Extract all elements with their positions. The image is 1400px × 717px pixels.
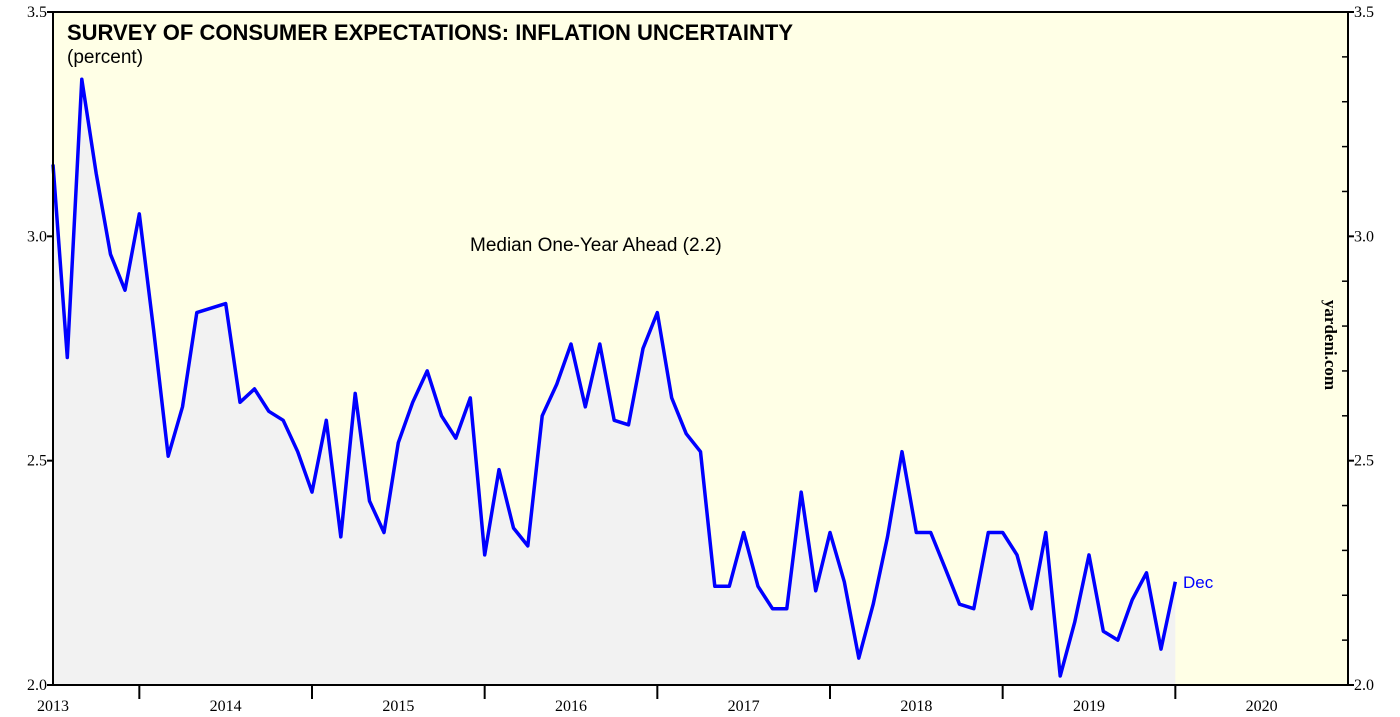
x-tick-label: 2016 [555,698,587,715]
chart-title: SURVEY OF CONSUMER EXPECTATIONS: INFLATI… [67,20,793,45]
y2-tick-label: 2.0 [1354,677,1374,694]
x-tick-label: 2018 [900,698,932,715]
line [51,77,1178,678]
annotation: Median One-Year Ahead (2.2) [470,235,722,256]
chart-subtitle: (percent) [67,47,143,68]
watermark: yardeni.com [1321,300,1340,390]
plot-frame [52,11,1349,686]
x-tick-label: 2013 [37,698,69,715]
x-tick-label: 2020 [1246,698,1278,715]
y-tick-label: 3.5 [27,4,47,21]
x-tick-label: 2015 [382,698,414,715]
y2-tick-label: 2.5 [1354,453,1374,470]
x-tick-label: 2019 [1073,698,1105,715]
end-label: Dec [1183,573,1214,592]
x-tick-label: 2014 [210,698,242,715]
y-tick-label: 3.0 [27,228,47,245]
y-tick-label: 2.0 [27,677,47,694]
y2-tick-label: 3.5 [1354,4,1374,21]
area [53,79,1176,686]
x-tick-label: 2017 [728,698,760,715]
y2-tick-label: 3.0 [1354,228,1374,245]
y-tick-label: 2.5 [27,453,47,470]
